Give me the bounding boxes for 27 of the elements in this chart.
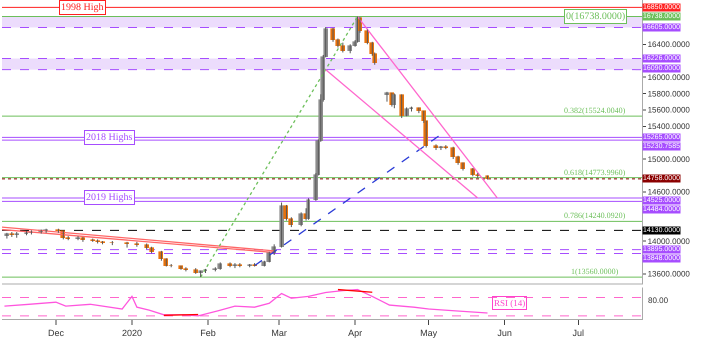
annotation: 0.618(14773.9960) xyxy=(564,168,626,177)
y-tick-label: 15600.0000 xyxy=(648,106,690,115)
x-tick-label: May xyxy=(420,328,438,338)
y-tick-label: 16000.0000 xyxy=(648,72,690,82)
annotation: 1998 High xyxy=(61,2,104,13)
text: 80.00 xyxy=(648,296,669,305)
y-tick-label: 15400.0000 xyxy=(648,122,690,132)
y-tick-label: 16400.0000 xyxy=(648,40,690,50)
x-tick-label: Jul xyxy=(572,328,584,338)
annotation: 0(16738.0000) xyxy=(566,11,626,22)
annotation: 2018 Highs xyxy=(86,132,132,143)
x-tick-label: Feb xyxy=(200,328,216,338)
annotation: 1(13560.0000) xyxy=(571,267,619,276)
y-tick-label: 14000.0000 xyxy=(648,236,690,246)
y-tick-label: 14600.0000 xyxy=(648,188,690,197)
y-tick-label: 15000.0000 xyxy=(648,154,690,164)
annotation: RSI (14) xyxy=(494,298,526,308)
x-tick-label: 2020 xyxy=(122,328,142,338)
x-tick-label: Jun xyxy=(497,328,512,338)
annotation: 2019 Highs xyxy=(86,192,132,203)
x-tick-label: Apr xyxy=(348,328,362,338)
annotation: 0.382(15524.0040) xyxy=(564,106,626,115)
x-tick-label: Mar xyxy=(271,328,287,338)
y-tick-label: 15800.0000 xyxy=(648,89,690,98)
annotation: 0.786(14240.0920) xyxy=(564,211,626,220)
x-tick-label: Dec xyxy=(48,328,64,338)
y-tick-label: 13600.0000 xyxy=(648,270,690,279)
